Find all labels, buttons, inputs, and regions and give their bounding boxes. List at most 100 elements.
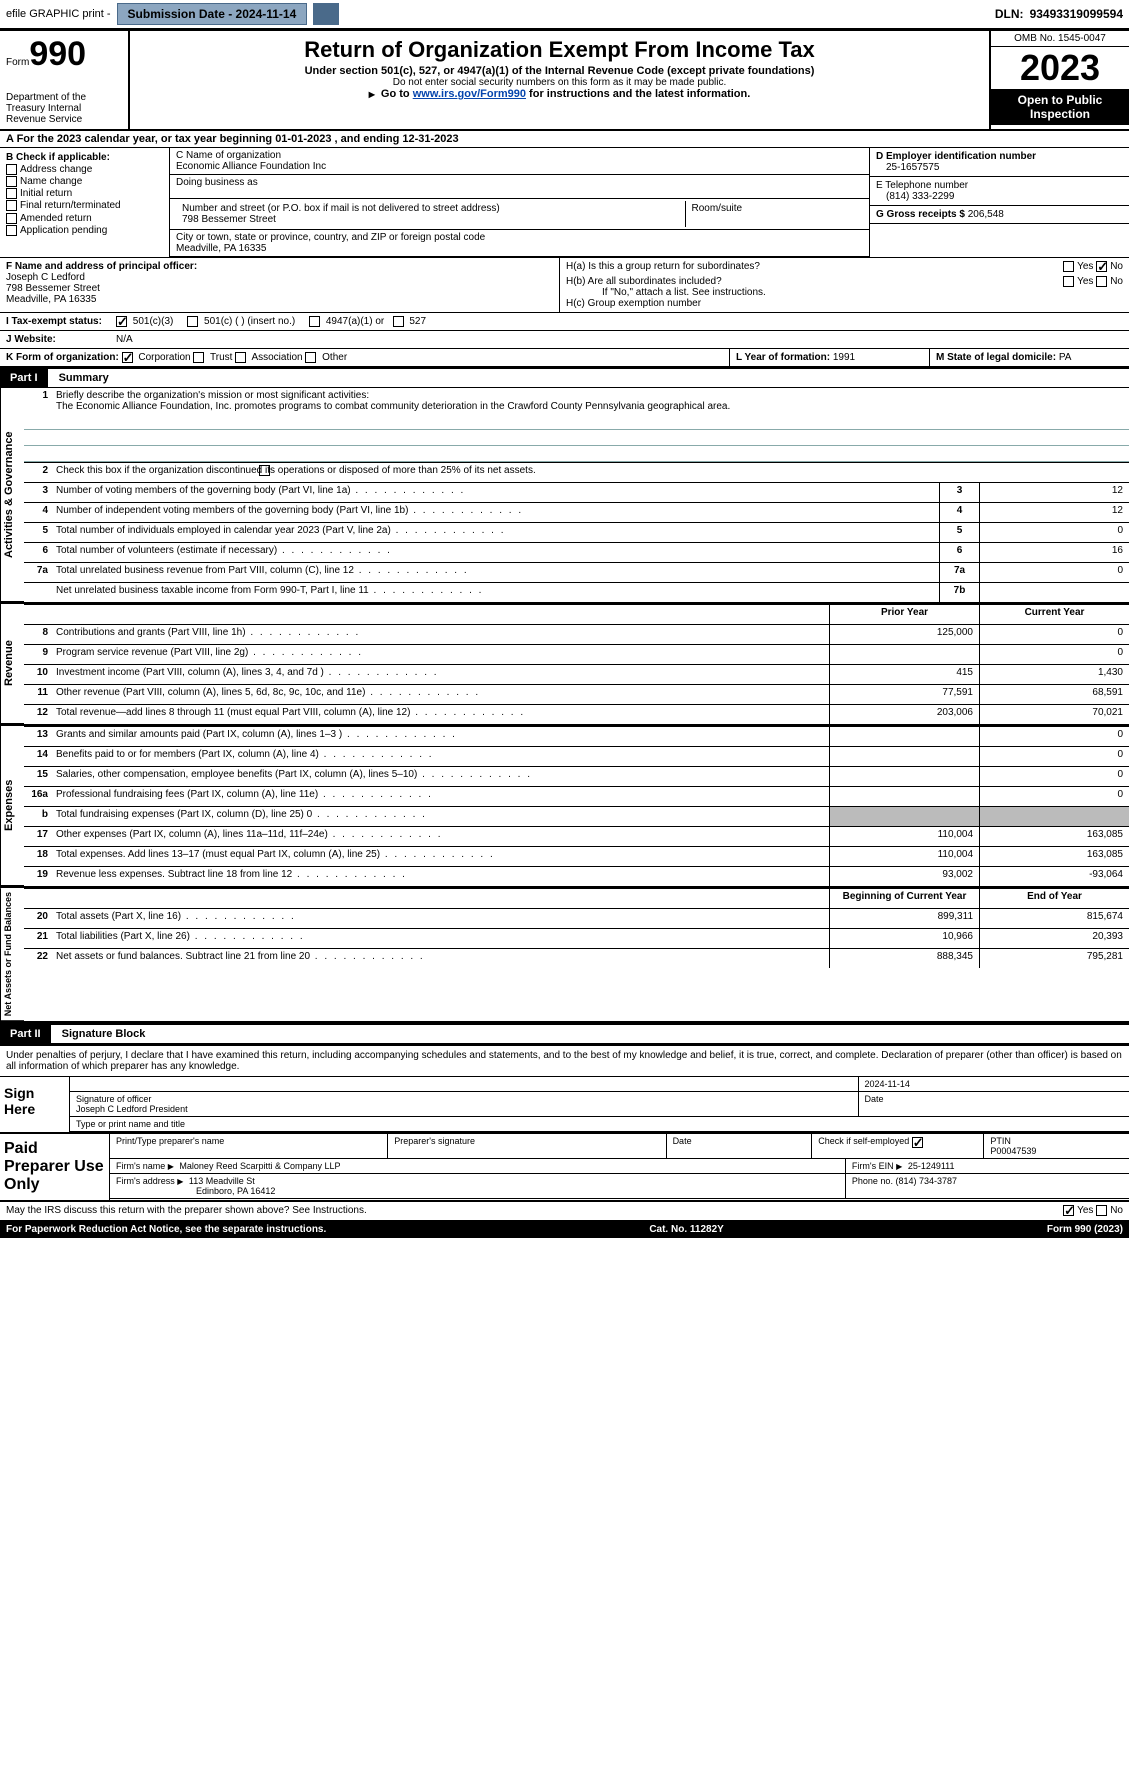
ptin-value: P00047539 [990, 1146, 1123, 1156]
summary-line: 22 Net assets or fund balances. Subtract… [24, 948, 1129, 968]
cb-label: Application pending [20, 225, 107, 236]
summary-line: 17 Other expenses (Part IX, column (A), … [24, 826, 1129, 846]
part1-title: Summary [51, 369, 117, 387]
line-num: 21 [24, 929, 52, 948]
prep-date-label: Date [667, 1134, 813, 1158]
current-value: 795,281 [979, 949, 1129, 968]
cb-4947[interactable] [309, 316, 320, 327]
cb-discontinued[interactable] [259, 465, 270, 476]
firm-name-label: Firm's name [116, 1161, 165, 1171]
officer-label: F Name and address of principal officer: [6, 261, 553, 272]
current-value: 0 [979, 727, 1129, 746]
line-text: Total liabilities (Part X, line 26) [52, 929, 829, 948]
cb-amended[interactable] [6, 213, 17, 224]
ein-label: D Employer identification number [876, 151, 1123, 162]
phone-label: E Telephone number [876, 180, 1123, 191]
cb-hb-yes[interactable] [1063, 276, 1074, 287]
line-num: 12 [24, 705, 52, 724]
paid-preparer-label: Paid Preparer Use Only [0, 1134, 110, 1200]
prior-value [829, 807, 979, 826]
current-value: 0 [979, 787, 1129, 806]
street-label: Number and street (or P.O. box if mail i… [182, 203, 679, 214]
line-num: 4 [24, 503, 52, 522]
summary-activities: Activities & Governance 1 Briefly descri… [0, 388, 1129, 604]
summary-line: 3 Number of voting members of the govern… [24, 482, 1129, 502]
dba-label: Doing business as [176, 177, 863, 188]
line-text: Net assets or fund balances. Subtract li… [52, 949, 829, 968]
submission-date-button[interactable]: Submission Date - 2024-11-14 [117, 3, 308, 25]
signature-block: Under penalties of perjury, I declare th… [0, 1044, 1129, 1202]
summary-line: 21 Total liabilities (Part X, line 26) 1… [24, 928, 1129, 948]
current-value: 0 [979, 747, 1129, 766]
cb-assoc[interactable] [235, 352, 246, 363]
cb-label: Address change [20, 164, 92, 175]
cb-label: Final return/terminated [20, 201, 121, 212]
line-num: 16a [24, 787, 52, 806]
tax-status-row: I Tax-exempt status: 501(c)(3) 501(c) ( … [0, 313, 1129, 331]
cb-initial-return[interactable] [6, 188, 17, 199]
line-text: Program service revenue (Part VIII, line… [52, 645, 829, 664]
org-name-label: C Name of organization [176, 150, 863, 161]
prep-name-label: Print/Type preparer's name [110, 1134, 388, 1158]
line-ref: 7a [939, 563, 979, 582]
year-formation-label: L Year of formation: [736, 352, 830, 363]
firm-phone-label: Phone no. [852, 1176, 893, 1186]
cb-address-change[interactable] [6, 164, 17, 175]
cb-ha-no[interactable] [1096, 261, 1107, 272]
org-form-row: K Form of organization: Corporation Trus… [0, 349, 1129, 367]
cb-discuss-no[interactable] [1096, 1205, 1107, 1216]
line-text: Total number of volunteers (estimate if … [52, 543, 939, 562]
cb-527[interactable] [393, 316, 404, 327]
cb-501c3[interactable] [116, 316, 127, 327]
line-text: Salaries, other compensation, employee b… [52, 767, 829, 786]
current-value: 1,430 [979, 665, 1129, 684]
line-text: Total expenses. Add lines 13–17 (must eq… [52, 847, 829, 866]
opt-other: Other [322, 352, 347, 363]
prior-value [829, 645, 979, 664]
prior-value: 110,004 [829, 827, 979, 846]
cb-self-employed[interactable] [912, 1137, 923, 1148]
cb-discuss-yes[interactable] [1063, 1205, 1074, 1216]
cb-label: Initial return [20, 188, 72, 199]
cb-name-change[interactable] [6, 176, 17, 187]
website-label: J Website: [0, 331, 110, 348]
city-label: City or town, state or province, country… [176, 232, 863, 243]
cb-501c[interactable] [187, 316, 198, 327]
cb-other[interactable] [305, 352, 316, 363]
yes-label: Yes [1077, 261, 1093, 272]
ptin-label: PTIN [990, 1136, 1123, 1146]
prior-value [829, 767, 979, 786]
form-subtitle: Under section 501(c), 527, or 4947(a)(1)… [138, 65, 981, 77]
blank-line [24, 446, 1129, 462]
line-text: Number of voting members of the governin… [52, 483, 939, 502]
prior-value: 77,591 [829, 685, 979, 704]
line-ref: 3 [939, 483, 979, 502]
side-expenses: Expenses [0, 726, 24, 886]
cb-hb-no[interactable] [1096, 276, 1107, 287]
cb-ha-yes[interactable] [1063, 261, 1074, 272]
firm-ein: 25-1249111 [908, 1161, 955, 1171]
orgform-label: K Form of organization: [6, 352, 119, 363]
summary-line: 10 Investment income (Part VIII, column … [24, 664, 1129, 684]
line-text: Total revenue—add lines 8 through 11 (mu… [52, 705, 829, 724]
line-text: Grants and similar amounts paid (Part IX… [52, 727, 829, 746]
blank-line [24, 430, 1129, 446]
cb-trust[interactable] [193, 352, 204, 363]
line-text: Net unrelated business taxable income fr… [52, 583, 939, 602]
line-text: Revenue less expenses. Subtract line 18 … [52, 867, 829, 886]
cb-corp[interactable] [122, 352, 133, 363]
cb-app-pending[interactable] [6, 225, 17, 236]
summary-line: 11 Other revenue (Part VIII, column (A),… [24, 684, 1129, 704]
cb-final-return[interactable] [6, 200, 17, 211]
topbar-dropdown[interactable] [313, 3, 338, 25]
firm-name: Maloney Reed Scarpitti & Company LLP [179, 1161, 340, 1171]
ha-label: H(a) Is this a group return for subordin… [566, 261, 760, 272]
prior-value [829, 787, 979, 806]
line-value: 0 [979, 523, 1129, 542]
goto-post: for instructions and the latest informat… [526, 88, 750, 100]
side-netassets: Net Assets or Fund Balances [0, 888, 24, 1021]
summary-line: 12 Total revenue—add lines 8 through 11 … [24, 704, 1129, 724]
irs-link[interactable]: www.irs.gov/Form990 [413, 88, 526, 100]
line-value: 12 [979, 483, 1129, 502]
summary-line: Net unrelated business taxable income fr… [24, 582, 1129, 602]
